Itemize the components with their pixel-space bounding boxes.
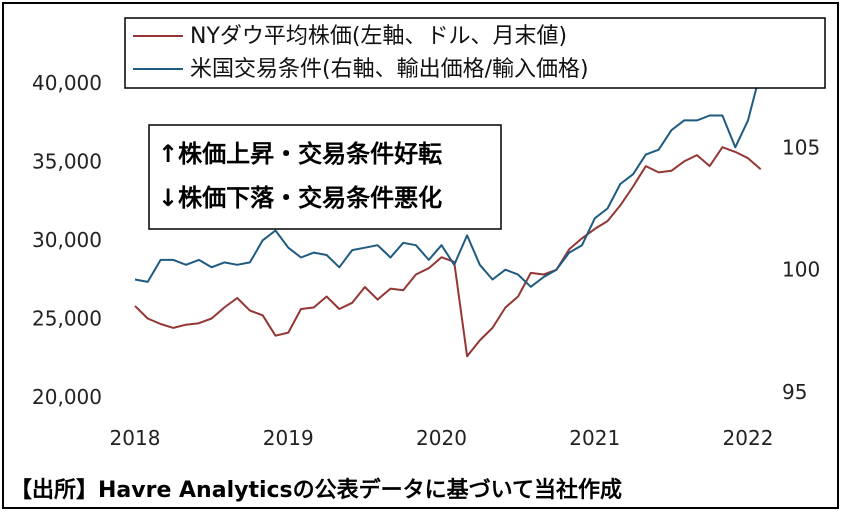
annotation: ↑株価上昇・交易条件好転 ↓株価下落・交易条件悪化: [148, 124, 502, 230]
left-tick-label: 35,000: [32, 149, 102, 173]
legend: NYダウ平均株価(左軸、ドル、月末値) 米国交易条件(右軸、輸出価格/輸入価格): [124, 17, 826, 89]
legend-dow-label: NYダウ平均株価(左軸、ドル、月末値): [190, 24, 567, 49]
left-axis-ticks: 20,000 25,000 30,000 35,000 40,000: [32, 71, 102, 409]
right-tick-label: 105: [782, 135, 820, 159]
annotation-box: [148, 124, 502, 230]
right-tick-label: 95: [782, 380, 807, 404]
legend-tot-label: 米国交易条件(右軸、輸出価格/輸入価格): [190, 57, 589, 82]
left-tick-label: 20,000: [32, 385, 102, 409]
left-tick-label: 40,000: [32, 71, 102, 95]
right-tick-label: 100: [782, 258, 820, 282]
x-tick-label: 2018: [110, 426, 161, 450]
x-tick-label: 2021: [569, 426, 620, 450]
left-tick-label: 25,000: [32, 306, 102, 330]
series-line-dow: [134, 146, 762, 358]
left-tick-label: 30,000: [32, 228, 102, 252]
annotation-line-2: ↓株価下落・交易条件悪化: [158, 184, 442, 212]
legend-box: [124, 17, 826, 89]
x-axis-ticks: 2018 2019 2020 2021 2022: [110, 426, 774, 450]
x-tick-label: 2022: [723, 426, 774, 450]
x-tick-label: 2019: [263, 426, 314, 450]
source-note: 【出所】Havre Analyticsの公表データに基づいて当社作成: [10, 478, 622, 503]
right-axis-ticks: 95 100 105: [782, 135, 820, 404]
series-lines: [134, 71, 762, 358]
x-tick-label: 2020: [416, 426, 467, 450]
annotation-line-1: ↑株価上昇・交易条件好転: [158, 140, 442, 168]
series-line-tot: [134, 71, 762, 288]
